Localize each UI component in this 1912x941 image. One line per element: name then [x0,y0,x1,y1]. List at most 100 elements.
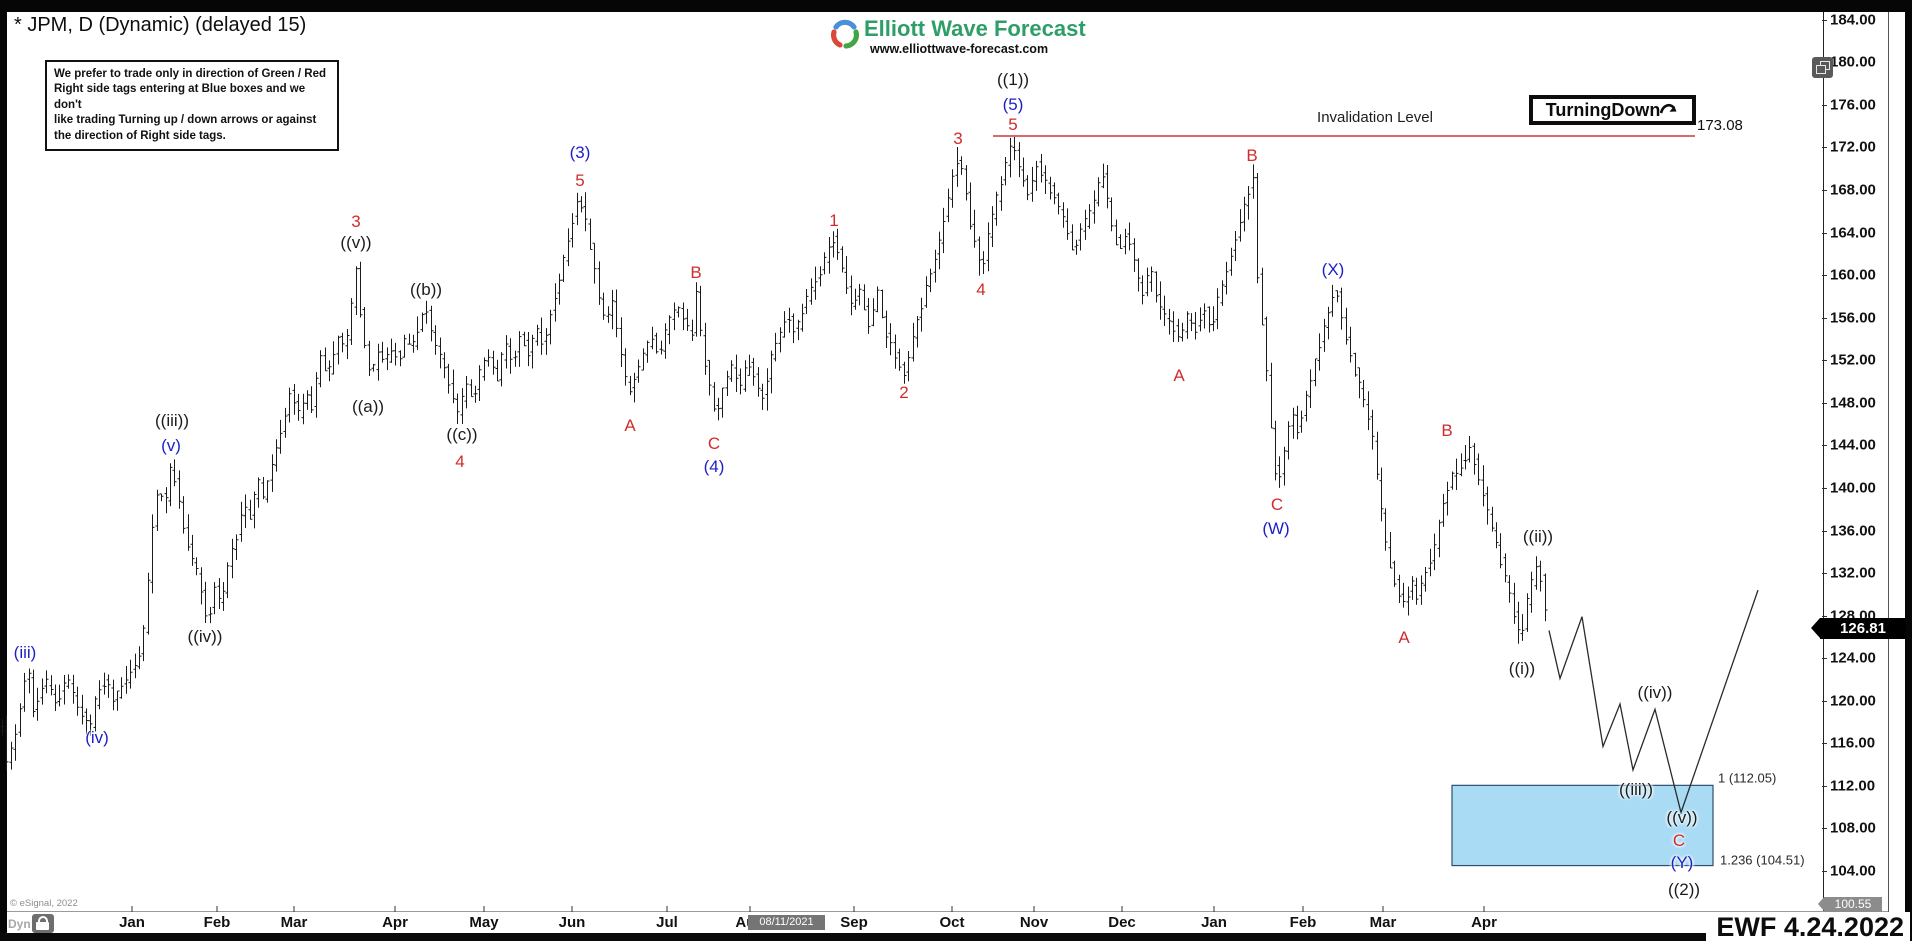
month-tick [1302,906,1304,912]
price-tick [1822,658,1827,660]
note-line: like trading Turning up / down arrows or… [54,114,317,127]
wave-label: ((iv)) [1637,683,1673,702]
turning-down-badge: TurningDown [1529,95,1696,125]
current-price-value: 126.81 [1840,620,1886,637]
month-label: May [469,914,499,931]
price-tick [1822,785,1827,787]
wave-label: (4) [703,457,725,476]
price-tick-label: 180.00 [1830,53,1876,71]
turning-down-arrow-icon [1660,103,1677,114]
month-tick [1382,906,1384,912]
wave-label: ((1)) [996,70,1030,89]
wave-label: B [690,263,702,282]
price-tick-label: 156.00 [1830,309,1876,327]
price-tick-label: 164.00 [1830,224,1876,242]
date-marker-badge: 08/11/2021 [748,915,825,930]
price-tick-label: 112.00 [1830,777,1876,795]
month-label: Feb [1289,914,1317,931]
wave-label: 3 [953,129,963,148]
month-tick [1121,906,1123,912]
month-label: Apr [1471,914,1497,931]
month-tick [1213,906,1215,912]
low-marker-value: 100.55 [1834,897,1872,911]
price-tick-label: 124.00 [1830,649,1876,667]
month-tick [394,906,396,912]
wave-label: B [1441,421,1453,440]
wave-label: ((iii)) [1619,780,1653,799]
price-tick [1822,487,1827,489]
price-tick-label: 184.00 [1830,11,1876,29]
note-line: We prefer to trade only in direction of … [54,68,326,80]
wave-label: ((2)) [1667,880,1701,899]
price-tick [1822,147,1827,149]
wave-label: A [1398,628,1410,647]
lock-shackle [38,916,48,924]
price-tick [1822,828,1827,830]
price-tick-label: 104.00 [1830,862,1876,880]
note-line: the direction of Right side tags. [54,129,226,142]
price-tick [1822,700,1827,702]
ohlc-bars [0,136,1548,771]
invalidation-price: 173.08 [1697,117,1743,134]
month-tick [666,906,668,912]
fib-extension-label: 1.236 (104.51) [1720,852,1805,868]
wave-label: 5 [575,171,585,190]
month-label: Mar [280,914,308,931]
wave-label: B [1246,146,1258,165]
restore-window-icon[interactable] [1812,57,1833,78]
wave-label: ((b)) [409,280,443,299]
lock-body [36,922,49,930]
wave-label: (X) [1321,260,1345,279]
month-tick [216,906,218,912]
invalidation-level-label: Invalidation Level [1317,109,1433,126]
price-tick [1822,317,1827,319]
month-label: Jun [558,914,586,931]
price-tick [1822,871,1827,872]
price-tick-label: 176.00 [1830,96,1876,114]
month-label: Nov [1019,914,1049,931]
wave-label: 1 [829,211,839,230]
month-label: Oct [939,914,965,931]
price-tick-label: 160.00 [1830,266,1876,284]
price-tick [1822,530,1827,532]
price-tick-label: 132.00 [1830,564,1876,582]
month-label: Mar [1369,914,1397,931]
price-tick-label: 108.00 [1830,819,1876,837]
lock-icon[interactable] [32,914,54,933]
price-tick [1822,275,1827,277]
wave-label: ((i)) [1508,659,1536,678]
session-low-badge: 100.55 [1818,897,1882,912]
price-tick-label: 152.00 [1830,351,1876,369]
price-tick-label: 136.00 [1830,522,1876,540]
price-tick [1822,104,1827,106]
wave-label: (Y) [1670,853,1694,872]
month-label: Jul [656,914,678,931]
price-tick [1822,573,1827,575]
wave-label: ((v)) [1666,808,1698,827]
window-frame-line [1888,12,1889,933]
wave-label: ((iv)) [187,627,223,646]
price-tick [1822,445,1827,447]
restore-square-front [1816,65,1826,74]
brand-logo-icon [830,19,860,49]
wave-label: C [1672,831,1686,850]
wave-label: ((ii)) [1522,527,1554,546]
wave-label: 5 [1008,115,1018,134]
blue-box-target-zone [1451,784,1714,867]
current-price-badge: 126.81 [1811,618,1906,639]
wave-label: (5) [1002,95,1024,114]
wave-label: (iv) [85,728,109,747]
fib-extension-label: 1 (112.05) [1718,770,1777,786]
turning-down-text: TurningDown [1545,100,1661,120]
price-tick [1822,402,1827,404]
wave-label: A [624,416,636,435]
bottom-frame-bar [0,933,1912,941]
month-tick [131,906,133,912]
price-tick-label: 144.00 [1830,436,1876,454]
forecast-path [1548,589,1759,815]
wave-label: 4 [455,452,465,471]
month-label: Sep [840,914,868,931]
dyn-mode-label[interactable]: Dyn [8,917,31,931]
month-label: Jan [1201,914,1227,931]
month-label: Apr [382,914,408,931]
